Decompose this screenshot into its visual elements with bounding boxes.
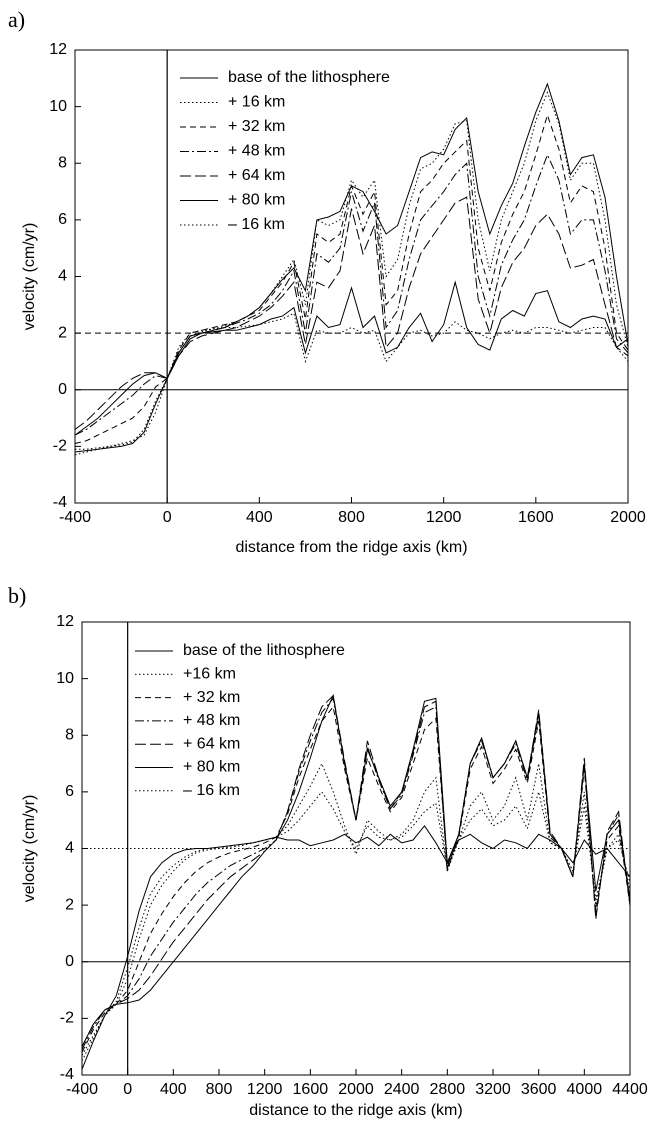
x-tick-label: 4000 [567, 1081, 603, 1098]
x-tick-label: -400 [66, 1081, 98, 1098]
series-line [74, 153, 629, 436]
x-tick-label: 3200 [475, 1081, 511, 1098]
legend-label: – 16 km [228, 216, 285, 233]
x-tick-label: 800 [206, 1081, 233, 1098]
y-tick-label: 0 [58, 381, 67, 398]
series-line [81, 697, 631, 1050]
y-tick-label: -2 [53, 438, 67, 455]
legend-label: + 80 km [228, 192, 285, 209]
y-tick-label: 2 [58, 324, 67, 341]
y-tick-label: 10 [49, 98, 67, 115]
x-tick-label: 1200 [426, 509, 462, 526]
legend-label: + 32 km [183, 689, 240, 706]
y-tick-label: 8 [58, 154, 67, 171]
series-line [74, 113, 629, 444]
panel-label: a) [8, 7, 25, 32]
plot-frame [81, 621, 631, 1076]
legend-label: base of the lithosphere [228, 69, 390, 86]
y-tick-label: 6 [58, 211, 67, 228]
x-tick-label: 2000 [338, 1081, 374, 1098]
legend-label: base of the lithosphere [183, 642, 345, 659]
series-line [74, 280, 629, 436]
legend-label: + 48 km [228, 143, 285, 160]
y-tick-label: 4 [65, 840, 74, 857]
y-axis-label: velocity (cm/yr) [21, 795, 38, 903]
y-tick-label: 8 [65, 726, 74, 743]
x-tick-label: 2400 [384, 1081, 420, 1098]
y-tick-label: 0 [65, 953, 74, 970]
y-axis-label: velocity (cm/yr) [21, 223, 38, 331]
x-tick-label: 400 [160, 1081, 187, 1098]
series-line [81, 705, 631, 1053]
legend-label: + 32 km [228, 118, 285, 135]
x-tick-label: 1200 [247, 1081, 283, 1098]
y-tick-label: 4 [58, 268, 67, 285]
y-tick-label: 6 [65, 783, 74, 800]
x-axis-label: distance from the ridge axis (km) [235, 539, 467, 556]
legend-label: + 64 km [228, 167, 285, 184]
series-line [74, 196, 629, 430]
legend-label: + 16 km [228, 94, 285, 111]
y-tick-label: 2 [65, 896, 74, 913]
y-tick-label: -4 [53, 494, 67, 511]
series-line [81, 694, 631, 1047]
legend-label: + 48 km [183, 712, 240, 729]
series-line [81, 693, 631, 1047]
x-tick-label: 0 [163, 509, 172, 526]
y-tick-label: -4 [60, 1066, 74, 1083]
legend-label: + 64 km [183, 735, 240, 752]
x-tick-label: 3600 [521, 1081, 557, 1098]
x-tick-label: 800 [338, 509, 365, 526]
x-tick-label: 4400 [612, 1081, 648, 1098]
x-tick-label: 1600 [293, 1081, 329, 1098]
plot-frame [74, 49, 629, 504]
x-tick-label: -400 [59, 509, 91, 526]
legend-label: + 80 km [183, 759, 240, 776]
series-line [74, 312, 629, 456]
legend-label: – 16 km [183, 782, 240, 799]
x-tick-label: 0 [123, 1081, 132, 1098]
series-line [81, 824, 631, 1070]
y-tick-label: 12 [49, 41, 67, 58]
legend-label: +16 km [183, 666, 236, 683]
panel-label: b) [8, 583, 26, 608]
x-tick-label: 2000 [610, 509, 646, 526]
x-tick-label: 2800 [430, 1081, 466, 1098]
series-line [81, 789, 631, 1062]
x-tick-label: 1600 [518, 509, 554, 526]
y-tick-label: 10 [56, 670, 74, 687]
y-tick-label: 12 [56, 613, 74, 630]
series-line [74, 82, 629, 453]
x-axis-label: distance to the ridge axis (km) [249, 1102, 462, 1119]
series-line [75, 91, 629, 450]
y-tick-label: -2 [60, 1010, 74, 1027]
x-tick-label: 400 [246, 509, 273, 526]
